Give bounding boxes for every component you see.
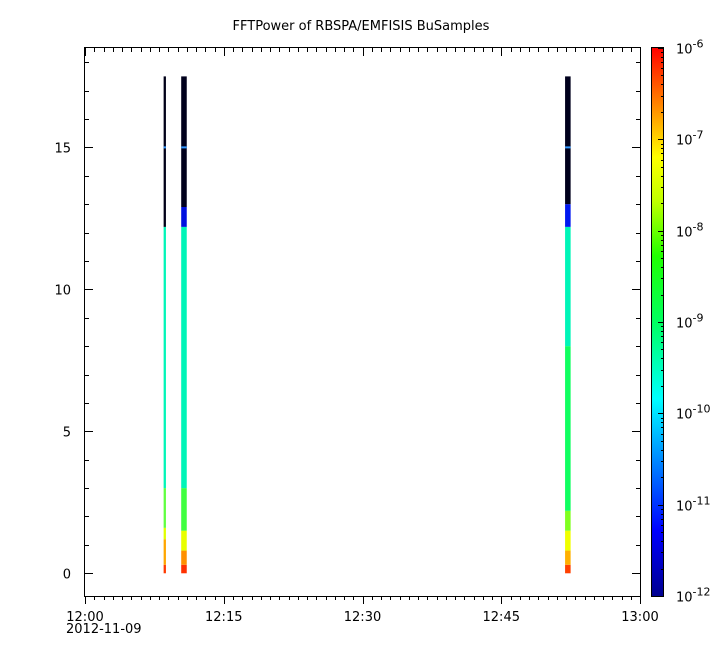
- x-axis: 12:00 12:15 12:30 12:45 13:00: [66, 48, 659, 625]
- column-band: [163, 564, 166, 574]
- column-band: [565, 76, 571, 205]
- column-line: [181, 146, 187, 149]
- colorbar-tick-label: 10-6: [676, 38, 704, 58]
- column-band: [181, 488, 187, 531]
- column-line: [565, 146, 571, 149]
- plot-frame: [84, 47, 641, 597]
- column-band: [181, 550, 187, 565]
- colorbar-tick-label: 10-8: [676, 221, 704, 241]
- x-axis-date-label: 2012-11-09: [66, 622, 142, 637]
- column-band: [565, 204, 571, 227]
- spectrogram-columns: [163, 76, 571, 574]
- column-band: [163, 226, 166, 489]
- y-tick-label: 0: [63, 567, 71, 582]
- x-tick-label: 12:30: [344, 610, 381, 625]
- spectrogram-column: [181, 76, 187, 574]
- colorbar-tick-label: 10-12: [676, 586, 711, 606]
- x-tick-label: 12:45: [483, 610, 520, 625]
- y-tick-label: 15: [54, 141, 71, 156]
- column-band: [181, 207, 187, 227]
- colorbar-tick-label: 10-7: [676, 129, 704, 149]
- column-band: [163, 76, 166, 227]
- column-band: [565, 510, 571, 531]
- x-tick-label: 12:15: [205, 610, 242, 625]
- column-band: [565, 550, 571, 565]
- column-band: [565, 530, 571, 551]
- column-band: [163, 539, 166, 565]
- column-band: [163, 488, 166, 528]
- column-band: [181, 226, 187, 489]
- column-band: [181, 76, 187, 208]
- spectrogram-column: [565, 76, 571, 574]
- colorbar-tick-label: 10-11: [676, 495, 711, 515]
- column-band: [181, 564, 187, 574]
- column-band: [565, 346, 571, 511]
- colorbar-tick-label: 10-10: [676, 403, 711, 423]
- y-tick-label: 10: [54, 283, 71, 298]
- spectrogram-column: [163, 76, 166, 574]
- x-tick-label: 12:00: [66, 610, 103, 625]
- column-band: [181, 530, 187, 551]
- colorbar-axis: 10-12 10-11 10-10 10-9 10-8 10-7 10-6: [658, 38, 711, 606]
- chart-title: FFTPower of RBSPA/EMFISIS BuSamples: [233, 19, 490, 34]
- x-tick-label: 13:00: [621, 610, 658, 625]
- y-axis: 0 5 10 15: [54, 62, 640, 582]
- column-band: [565, 226, 571, 347]
- column-band: [163, 527, 166, 540]
- column-line: [163, 146, 166, 149]
- column-band: [565, 564, 571, 574]
- y-tick-label: 5: [63, 425, 71, 440]
- colorbar-tick-label: 10-9: [676, 312, 704, 332]
